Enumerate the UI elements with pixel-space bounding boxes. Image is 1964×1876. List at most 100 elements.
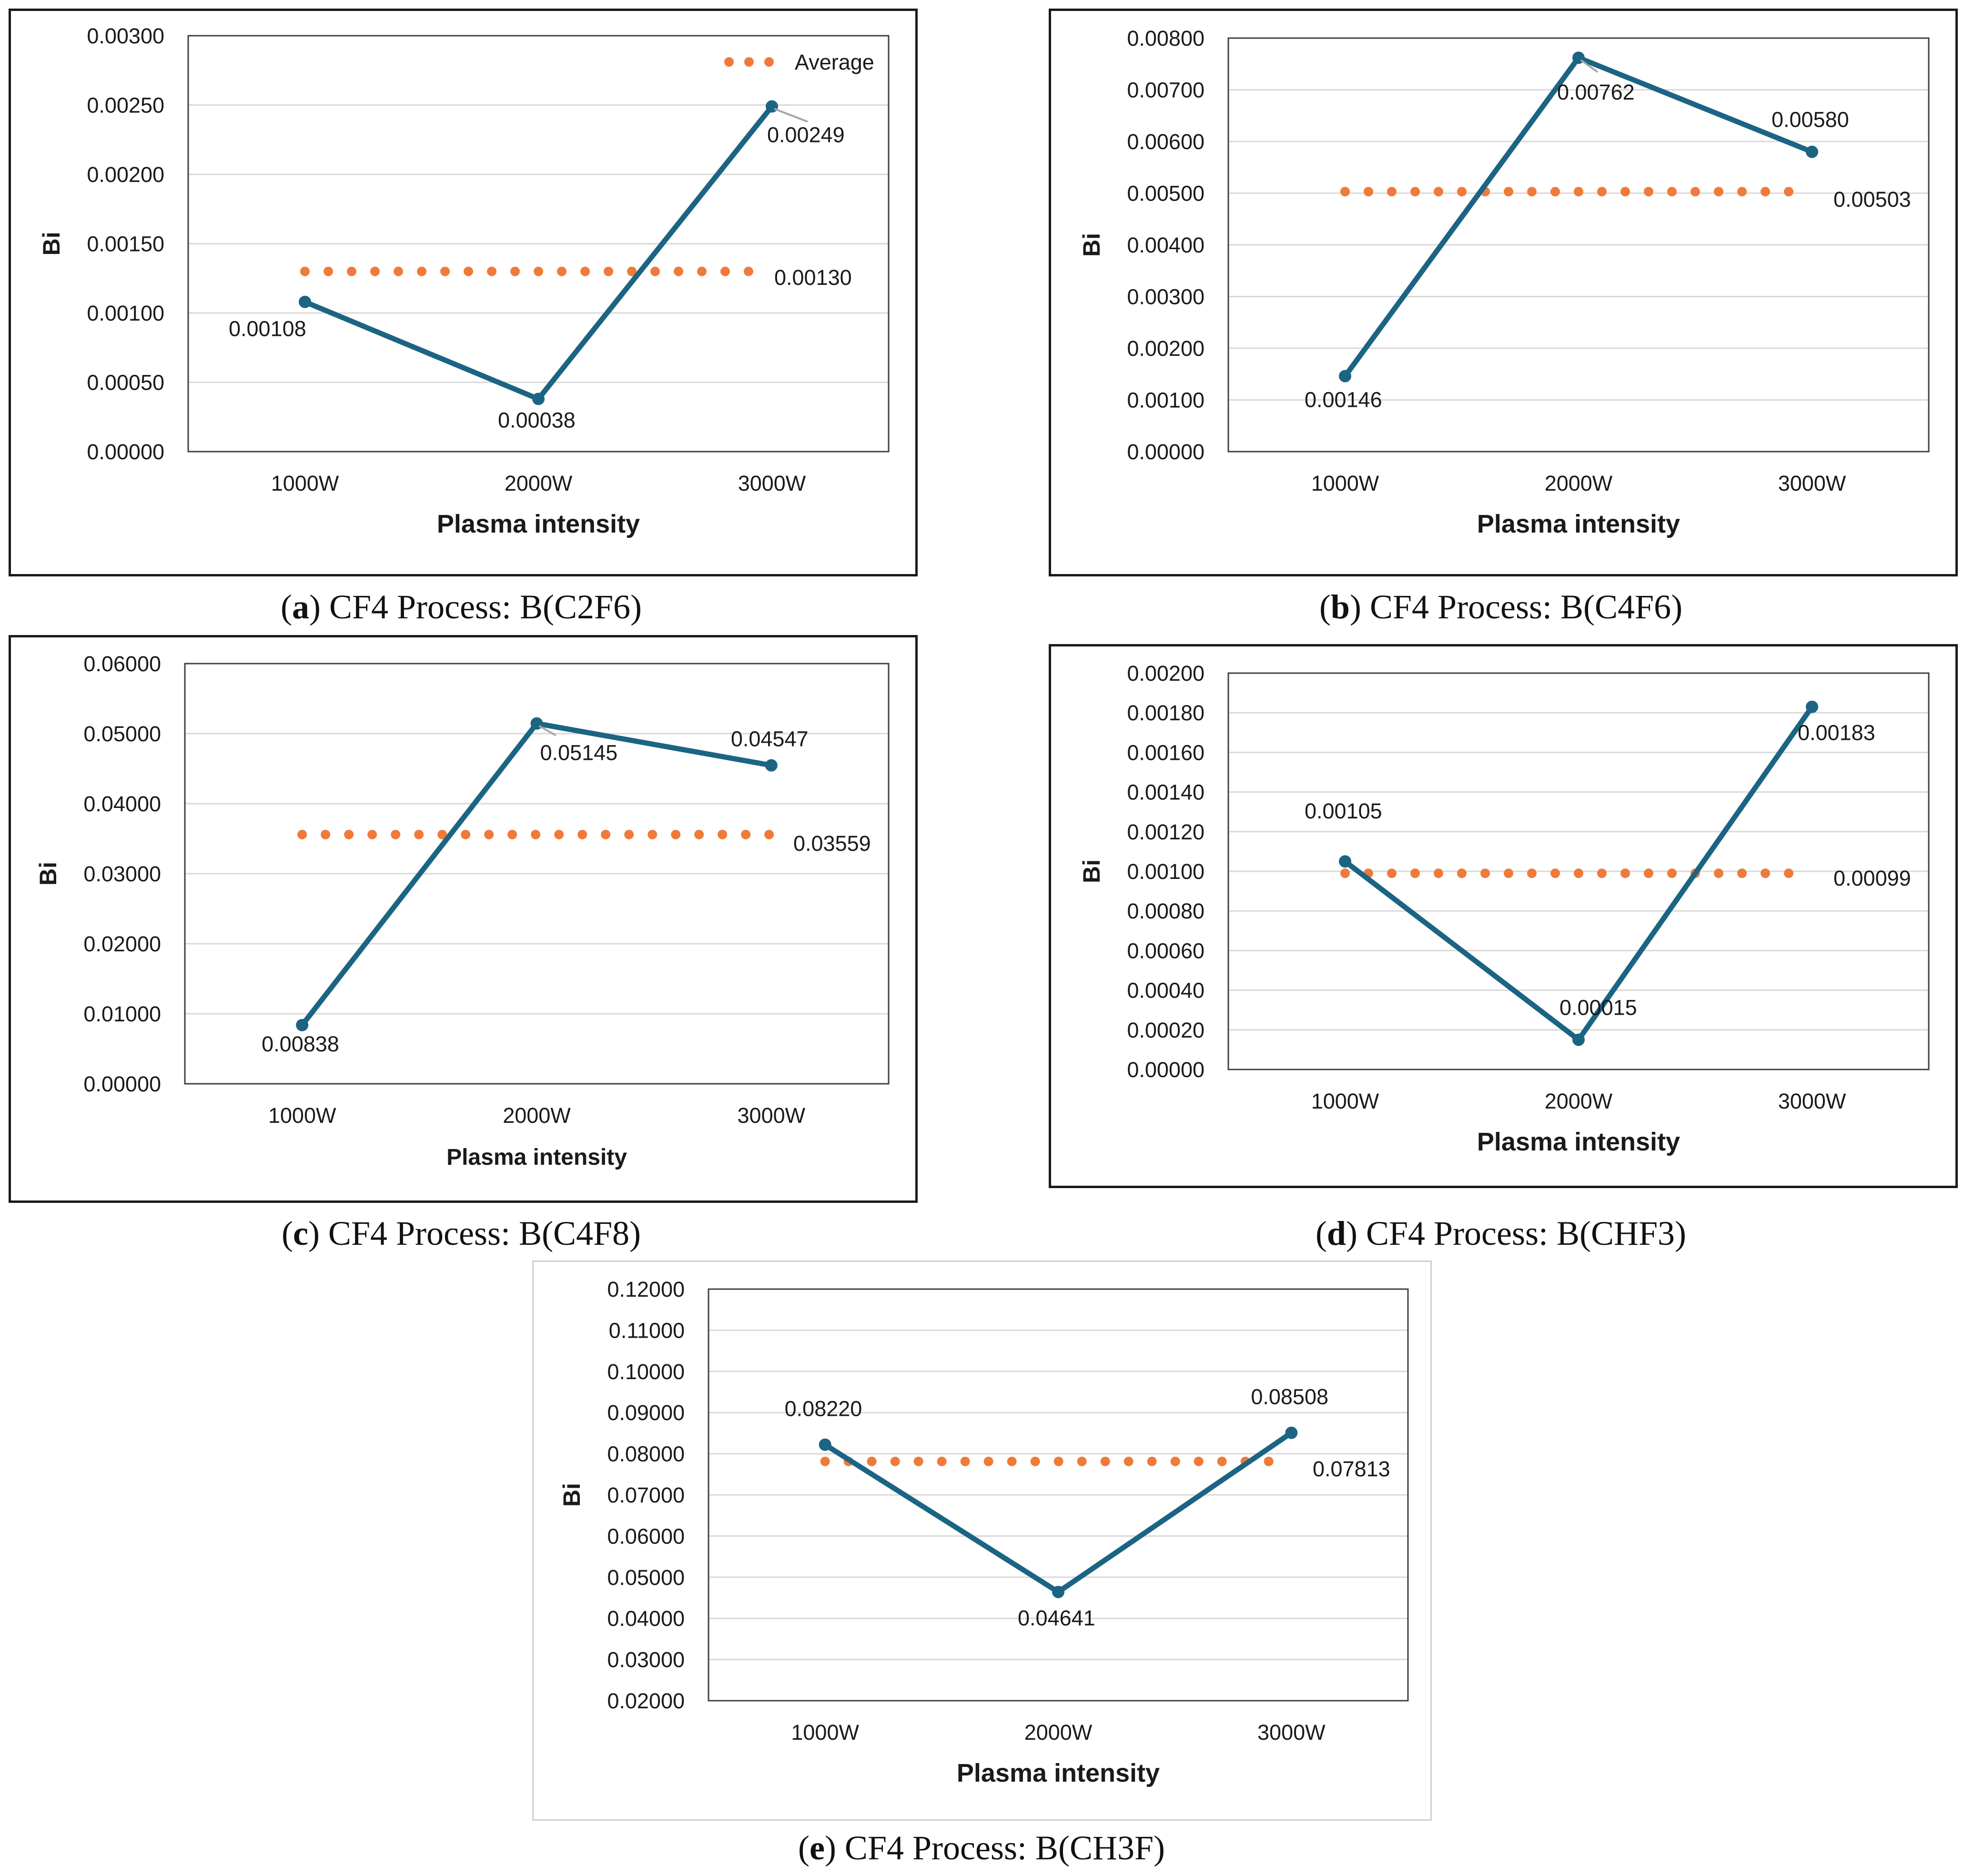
y-tick-label: 0.00100 <box>87 301 164 325</box>
caption-paren: ( <box>1319 588 1331 626</box>
x-tick-label: 1000W <box>791 1720 859 1745</box>
average-value-label: 0.00099 <box>1833 866 1911 890</box>
data-point <box>1572 1033 1585 1046</box>
caption-paren: ) <box>1349 588 1361 626</box>
caption-paren: ) <box>1346 1214 1357 1252</box>
data-point <box>1806 700 1818 713</box>
y-tick-label: 0.00800 <box>1127 26 1205 50</box>
y-tick-label: 0.00160 <box>1127 740 1205 765</box>
caption-letter: c <box>293 1214 308 1252</box>
y-tick-label: 0.00100 <box>1127 859 1205 884</box>
y-tick-label: 0.00000 <box>1127 1058 1205 1082</box>
x-tick-label: 1000W <box>271 471 339 495</box>
y-tick-label: 0.00200 <box>1127 336 1205 361</box>
data-label: 0.00838 <box>262 1032 339 1056</box>
data-label: 0.00105 <box>1305 799 1382 823</box>
data-point <box>1339 855 1351 868</box>
caption-text: CF4 Process: B(CHF3) <box>1357 1214 1687 1252</box>
y-tick-label: 0.02000 <box>607 1689 685 1713</box>
y-tick-label: 0.00100 <box>1127 388 1205 413</box>
data-label: 0.08220 <box>785 1397 862 1421</box>
x-tick-label: 2000W <box>1024 1720 1093 1745</box>
y-tick-label: 0.00250 <box>87 93 164 118</box>
x-tick-label: 3000W <box>1778 1089 1846 1113</box>
x-axis-title: Plasma intensity <box>437 510 640 538</box>
chart-frame-a <box>9 9 918 576</box>
x-axis-title: Plasma intensity <box>446 1145 627 1170</box>
caption-letter: e <box>809 1829 825 1867</box>
y-tick-label: 0.00000 <box>83 1072 161 1096</box>
y-tick-label: 0.00300 <box>1127 285 1205 309</box>
y-tick-label: 0.00140 <box>1127 780 1205 805</box>
data-label: 0.00580 <box>1772 108 1849 132</box>
caption-paren: ( <box>798 1829 810 1867</box>
chart-frame-d <box>1049 644 1958 1188</box>
x-tick-label: 2000W <box>1545 1089 1613 1113</box>
y-tick-label: 0.00040 <box>1127 978 1205 1003</box>
plot-area-border <box>187 35 890 453</box>
x-tick-label: 1000W <box>1311 1089 1379 1113</box>
y-tick-label: 0.00150 <box>87 232 164 256</box>
data-label: 0.00038 <box>498 408 576 432</box>
label-leader-line <box>1580 59 1599 73</box>
label-leader-line <box>538 725 557 736</box>
y-tick-label: 0.07000 <box>607 1483 685 1507</box>
y-tick-label: 0.02000 <box>83 932 161 956</box>
caption-paren: ( <box>281 1214 293 1252</box>
y-axis-title: Bi <box>38 232 65 256</box>
average-value-label: 0.03559 <box>793 831 871 856</box>
y-tick-label: 0.00200 <box>87 162 164 187</box>
caption-paren: ) <box>824 1829 836 1867</box>
y-tick-label: 0.00050 <box>87 371 164 395</box>
y-tick-label: 0.00700 <box>1127 78 1205 102</box>
plot-area-border <box>184 663 890 1085</box>
y-tick-label: 0.00180 <box>1127 701 1205 725</box>
y-axis-title: Bi <box>1078 859 1105 883</box>
y-tick-label: 0.00400 <box>1127 233 1205 257</box>
chart-frame-c <box>9 635 918 1203</box>
chart-d: 0.00000 0.00020 0.00040 0.00060 0.00080 0.001… <box>1078 661 1930 1156</box>
data-point <box>1806 145 1818 158</box>
data-point <box>819 1438 831 1451</box>
caption-letter: a <box>292 588 309 626</box>
y-tick-label: 0.00020 <box>1127 1018 1205 1042</box>
chart-e: 0.02000 0.03000 0.04000 0.05000 0.06000 0.070… <box>558 1277 1409 1787</box>
caption-paren: ) <box>309 588 321 626</box>
y-tick-label: 0.00500 <box>1127 182 1205 206</box>
caption-text: CF4 Process: B(C2F6) <box>320 588 642 626</box>
caption-paren: ) <box>308 1214 320 1252</box>
y-tick-label: 0.01000 <box>83 1002 161 1026</box>
data-label: 0.08508 <box>1251 1385 1328 1409</box>
caption-paren: ( <box>1315 1214 1327 1252</box>
legend-swatch-dot <box>764 57 774 67</box>
chart-b: 0.00000 0.00100 0.00200 0.00300 0.00400 0.005… <box>1078 26 1930 538</box>
data-point <box>1052 1585 1064 1598</box>
legend: Average <box>724 50 874 74</box>
x-tick-label: 2000W <box>1545 471 1613 495</box>
caption-e: (e) CF4 Process: B(CH3F) <box>553 1828 1410 1868</box>
caption-text: CF4 Process: B(C4F8) <box>319 1214 641 1252</box>
y-tick-label: 0.10000 <box>607 1360 685 1384</box>
y-tick-label: 0.08000 <box>607 1442 685 1466</box>
y-tick-label: 0.00060 <box>1127 938 1205 963</box>
y-tick-label: 0.09000 <box>607 1401 685 1425</box>
legend-swatch-dot <box>724 57 734 67</box>
y-tick-label: 0.00080 <box>1127 899 1205 923</box>
data-point <box>296 1019 309 1031</box>
legend-swatch-dot <box>744 57 754 67</box>
caption-text: CF4 Process: B(C4F6) <box>1361 588 1683 626</box>
x-tick-label: 3000W <box>738 471 806 495</box>
plot-area-border <box>708 1288 1409 1702</box>
caption-letter: b <box>1330 588 1350 626</box>
data-label: 0.00015 <box>1559 996 1637 1020</box>
data-label: 0.00146 <box>1305 388 1382 412</box>
average-value-label: 0.00130 <box>774 265 852 290</box>
data-point <box>1285 1426 1298 1439</box>
data-label: 0.00183 <box>1798 721 1875 745</box>
x-axis-title: Plasma intensity <box>957 1759 1160 1787</box>
data-label: 0.04547 <box>731 727 809 751</box>
y-tick-label: 0.06000 <box>607 1524 685 1548</box>
y-tick-label: 0.12000 <box>607 1277 685 1301</box>
y-axis-title: Bi <box>35 862 61 886</box>
caption-letter: d <box>1326 1214 1346 1252</box>
